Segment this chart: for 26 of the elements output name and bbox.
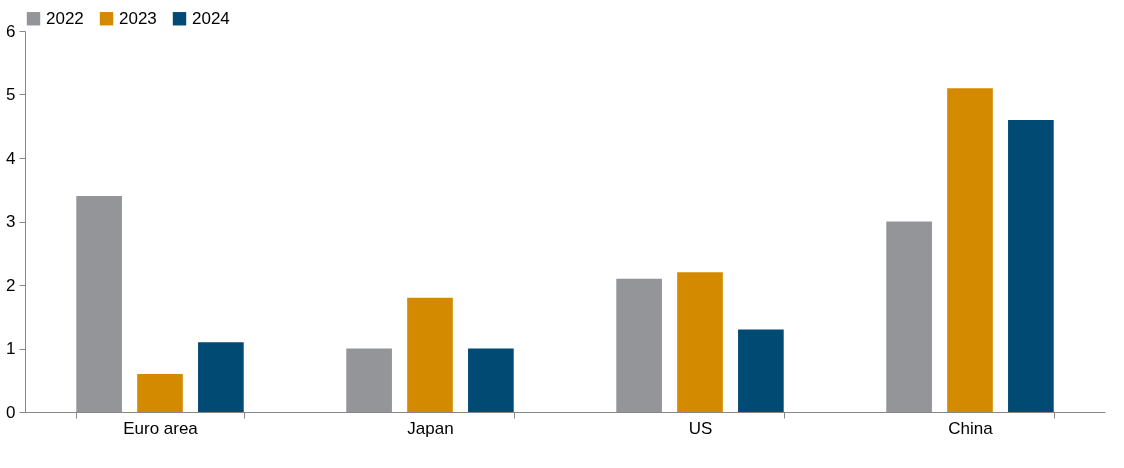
x-tick-label: Euro area: [123, 418, 199, 438]
y-tick-label: 2: [6, 275, 16, 295]
x-tick-label: US: [688, 418, 713, 438]
bar: [677, 272, 723, 412]
bar: [137, 373, 183, 412]
bar: [1008, 119, 1054, 412]
bar: [198, 342, 244, 412]
bar: [616, 278, 662, 412]
bar: [76, 196, 122, 412]
y-tick-label: 4: [6, 148, 16, 168]
bar: [468, 348, 514, 412]
y-tick-label: 6: [6, 21, 16, 41]
bar: [886, 221, 932, 412]
legend-label: 2023: [119, 8, 157, 28]
x-tick-label: China: [948, 418, 994, 438]
bar: [947, 88, 993, 412]
legend-label: 2024: [192, 8, 230, 28]
bar: [407, 297, 453, 412]
y-tick-label: 3: [6, 212, 16, 231]
y-tick-label: 1: [6, 339, 16, 358]
legend-label: 2022: [46, 8, 84, 28]
bar: [346, 348, 392, 412]
y-tick-label: 5: [6, 85, 16, 104]
bar: [738, 329, 784, 412]
x-tick-label: Japan: [407, 418, 454, 438]
y-tick-label: 0: [6, 402, 16, 422]
